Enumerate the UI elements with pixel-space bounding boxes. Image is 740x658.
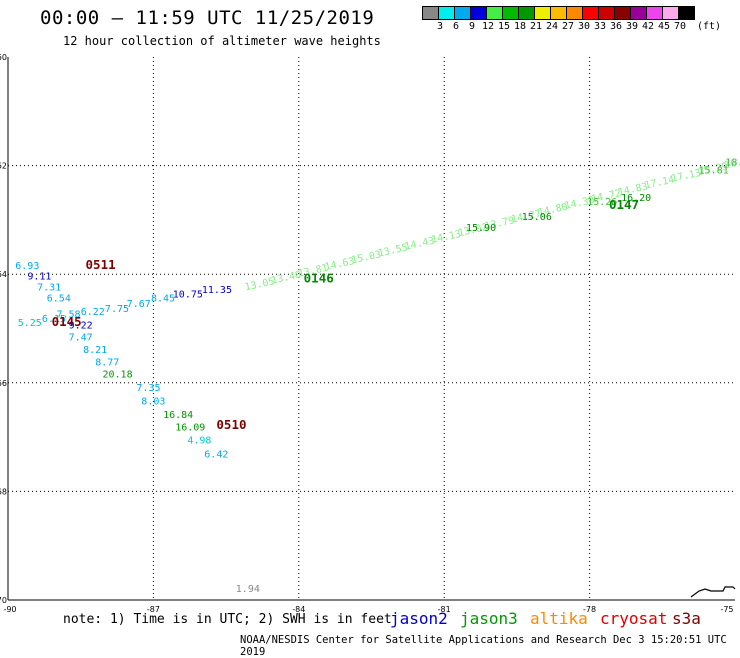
scale-label: 6 <box>452 21 460 32</box>
wave-height-value: 10.75 <box>173 290 203 301</box>
scale-label: 24 <box>545 21 559 32</box>
credit-line: NOAA/NESDIS Center for Satellite Applica… <box>240 634 727 658</box>
header-title: 00:00 – 11:59 UTC 11/25/2019 <box>40 7 375 29</box>
wave-height-value: 6.93 <box>15 261 39 272</box>
track-time-label: 0510 <box>216 417 246 432</box>
scale-label: 18 <box>513 21 527 32</box>
wave-height-value: 16.20 <box>621 193 651 204</box>
wave-height-value: 8.77 <box>95 357 119 368</box>
scale-label: 45 <box>657 21 671 32</box>
satellite-name: jason3 <box>460 609 518 628</box>
wave-height-value: 8.21 <box>83 345 107 356</box>
header-subtitle: 12 hour collection of altimeter wave hei… <box>63 34 381 48</box>
track-time-label: 0147 <box>609 197 639 212</box>
wave-height-value: 11.35 <box>202 285 232 296</box>
note-text: note: 1) Time is in UTC; 2) SWH is in fe… <box>63 612 392 627</box>
wave-height-value: 9.22 <box>69 321 93 332</box>
wave-height-value: 7.75 <box>105 304 129 315</box>
wave-height-value: 16.09 <box>175 423 205 434</box>
color-scale-labels: 3 6 9 12 15 18 21 24 27 30 33 36 39 42 45 70 (ft) <box>423 21 740 35</box>
lat-tick-label: -60 <box>0 53 7 62</box>
satellite-name: cryosat <box>600 609 668 628</box>
lon-tick-label: -78 <box>583 605 596 614</box>
lat-tick-label: -70 <box>0 596 7 605</box>
track-time-label: 0511 <box>86 257 116 272</box>
wave-height-value: 18.40 <box>725 158 740 169</box>
wave-height-value: 20.18 <box>103 369 133 380</box>
scale-label: 39 <box>625 21 639 32</box>
lat-tick-label: -62 <box>0 162 7 171</box>
coastline <box>690 586 736 598</box>
wave-height-value: 6.54 <box>47 293 71 304</box>
satellite-name: jason2 <box>390 609 448 628</box>
wave-height-value: 15.06 <box>522 212 552 223</box>
wave-height-value: 7.47 <box>69 332 93 343</box>
lon-tick-label: -75 <box>720 605 733 614</box>
track-time-label: 0146 <box>304 270 334 285</box>
wave-height-value: 7.58 <box>56 310 80 321</box>
wave-height-value: 8.03 <box>141 397 165 408</box>
lat-tick-label: -68 <box>0 487 7 496</box>
lat-tick-label: -66 <box>0 379 7 388</box>
wave-height-value: 15.90 <box>466 223 496 234</box>
scale-label: 12 <box>481 21 495 32</box>
wave-height-value: 6.15 <box>42 314 66 325</box>
wave-height-value: 9.11 <box>27 272 51 283</box>
wave-height-value: 7.31 <box>37 282 61 293</box>
scale-label: 9 <box>468 21 476 32</box>
lon-tick-label: -81 <box>438 605 451 614</box>
scale-swatch <box>678 6 695 20</box>
scale-label: 33 <box>593 21 607 32</box>
scale-label: 42 <box>641 21 655 32</box>
wave-height-value: 7.67 <box>127 299 151 310</box>
wave-height-value: 15.81 <box>699 166 729 177</box>
wave-height-value: 4.98 <box>187 436 211 447</box>
wave-height-value: 6.22 <box>81 307 105 318</box>
wave-height-value: 8.45 <box>151 293 175 304</box>
track-time-label: 0145 <box>52 314 82 329</box>
scale-label: 30 <box>577 21 591 32</box>
scale-label: 36 <box>609 21 623 32</box>
lon-tick-label: -87 <box>147 605 160 614</box>
wave-height-value: 6.42 <box>204 450 228 461</box>
misc-value-label: 1.94 <box>236 584 260 595</box>
scale-label: 21 <box>529 21 543 32</box>
wave-height-value: 7.35 <box>136 383 160 394</box>
color-scale <box>422 6 695 20</box>
scale-label: 27 <box>561 21 575 32</box>
wave-height-value: 15.26 <box>587 197 617 208</box>
scale-label: 3 <box>436 21 444 32</box>
lat-tick-label: -64 <box>0 270 7 279</box>
wave-height-value: 16.84 <box>163 410 193 421</box>
lon-tick-label: -84 <box>292 605 305 614</box>
scale-unit: (ft) <box>696 21 722 32</box>
scale-label: 15 <box>497 21 511 32</box>
wave-height-value: 5.25 <box>18 318 42 329</box>
scale-label: 70 <box>673 21 687 32</box>
lon-tick-label: -90 <box>3 605 16 614</box>
satellite-name: s3a <box>672 609 701 628</box>
satellite-name: altika <box>530 609 588 628</box>
